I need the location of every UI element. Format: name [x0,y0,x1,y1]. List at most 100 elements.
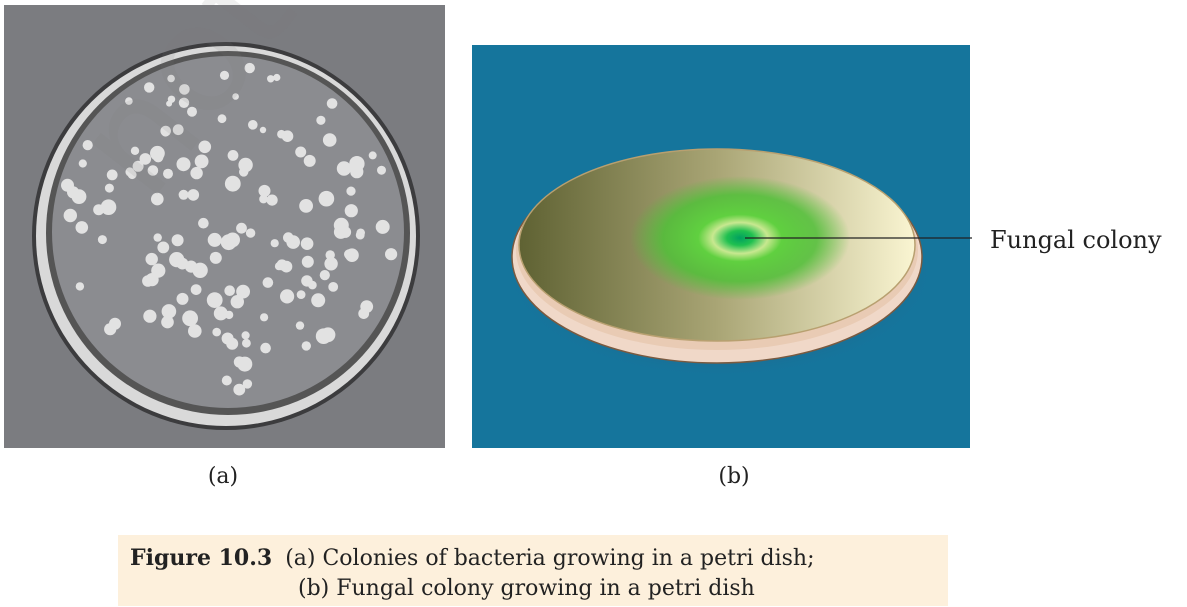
bacterial-colony [224,285,235,297]
bacterial-colony [270,239,279,248]
bacterial-colony [355,230,365,240]
bacterial-colony [258,184,271,197]
bacterial-colony [167,74,175,83]
bacterial-colony [171,234,184,247]
bacterial-colony [301,255,314,268]
bacterial-colony [161,127,170,137]
caption-line-1: (a) Colonies of bacteria growing in a pe… [285,546,815,571]
bacterial-colony [262,277,274,288]
bacterial-colony [344,204,358,218]
bacterial-colony [221,375,232,386]
panel-a-bacteria-dish [4,5,445,448]
bacterial-colony [207,232,222,247]
bacterial-colony [61,178,74,192]
figure-caption: Figure 10.3 (a) Colonies of bacteria gro… [118,535,948,606]
bacterial-colony [385,248,398,261]
bacterial-colony [236,222,247,234]
bacterial-colony [219,70,230,80]
panel-b-fungal-dish [472,45,972,448]
bacterial-colony [104,323,117,336]
bacterial-colony [153,233,162,242]
bacterial-colony [144,82,155,93]
bacterial-colony [322,133,337,147]
bacterial-colony [178,97,190,109]
bacterial-colony [75,282,85,291]
bacterial-colony [260,313,269,322]
panel-b-label: (b) [718,464,750,489]
bacterial-colony [130,146,140,155]
bacterial-colony [157,241,170,254]
bacterial-colony [296,290,306,299]
bacterial-colony [125,97,133,105]
bacterial-colony [125,167,135,177]
bacterial-colony [259,194,268,204]
bacterial-colony [166,100,173,107]
bacterial-colony [273,73,281,82]
bacterial-colony [230,295,244,309]
bacterial-colony [259,126,267,134]
bacterial-colony [198,140,212,154]
bacterial-colony [187,189,200,201]
bacterial-colony [150,145,165,161]
bacterial-colony [217,114,227,124]
bacterial-colony [346,186,356,196]
bacterial-colony [104,183,114,193]
bacterial-colony [324,257,338,271]
bacterial-colony [280,289,295,304]
bacterial-colony [224,175,241,192]
bacterial-colony [224,310,234,320]
bacterial-colony [161,315,174,329]
bacterial-colony [267,75,275,83]
bacterial-colony [139,153,152,165]
bacterial-colony [274,262,284,271]
bacterial-colony [75,221,89,234]
bacterial-colony [295,321,305,330]
bacterial-colony [345,248,359,262]
bacterial-colony [185,260,198,273]
caption-line-2: (b) Fungal colony growing in a petri dis… [298,576,755,601]
bacterial-colony [315,328,332,345]
bacterial-colony [169,252,185,268]
bacterial-colony [143,309,157,323]
bacterial-colony [295,146,307,158]
bacterial-colony [300,237,314,250]
bacterial-colony [244,62,255,74]
panel-a-label: (a) [207,464,239,489]
caption-figure-number: Figure 10.3 [130,545,273,571]
bacterial-colony [318,190,335,207]
bacterial-colony [151,263,166,278]
bacterial-colony [283,232,294,243]
bacterial-colony [375,219,390,234]
bacterial-colony [336,161,352,176]
bacterial-colony [301,341,311,351]
bacterial-colony [242,379,253,389]
bacterial-colony [233,383,246,396]
bacterial-colony [182,310,199,327]
bacterial-colony [358,308,370,319]
bacterial-colony [142,275,154,287]
bacterial-colony [97,235,107,245]
bacterial-colony [311,293,326,308]
bacterial-colony [266,194,278,206]
bacterial-colony [221,332,234,345]
bacterial-colony [325,250,335,260]
bacterial-colony [377,165,386,175]
bacterial-colony [316,115,326,125]
bacterial-colony [178,189,189,200]
bacterial-colony [161,304,177,319]
bacterial-colony [188,324,202,338]
bacterial-colony [237,356,253,372]
fungal-colony-callout: Fungal colony [990,226,1162,254]
bacterial-colonies [61,62,398,396]
bacterial-colony [308,280,317,290]
bacterial-colony [213,306,228,321]
bacterial-colony [212,327,221,337]
bacterial-colony [163,168,173,179]
bacterial-colony [100,199,117,215]
bacterial-colony [248,120,258,130]
bacterial-colony [277,129,286,139]
bacterial-colony [132,160,144,172]
bacterial-colony [187,106,197,117]
bacterial-colony [82,140,93,151]
